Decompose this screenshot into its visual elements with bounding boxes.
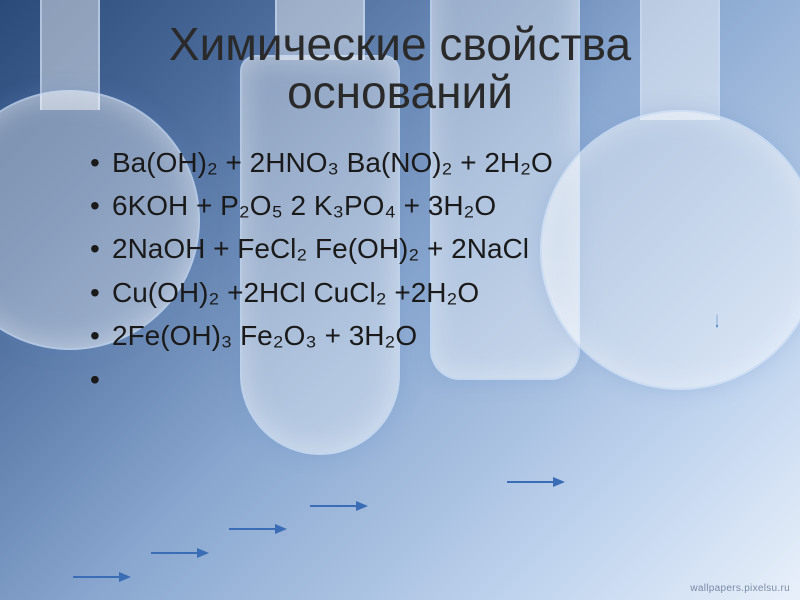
arrow-icon [226,522,288,536]
arrow-pool [0,0,800,600]
watermark: wallpapers.pixelsu.ru [690,583,790,594]
arrow-icon [148,546,210,560]
arrow-icon [710,314,724,328]
arrow-icon [70,570,132,584]
arrow-icon [504,475,566,489]
arrow-icon [307,499,369,513]
